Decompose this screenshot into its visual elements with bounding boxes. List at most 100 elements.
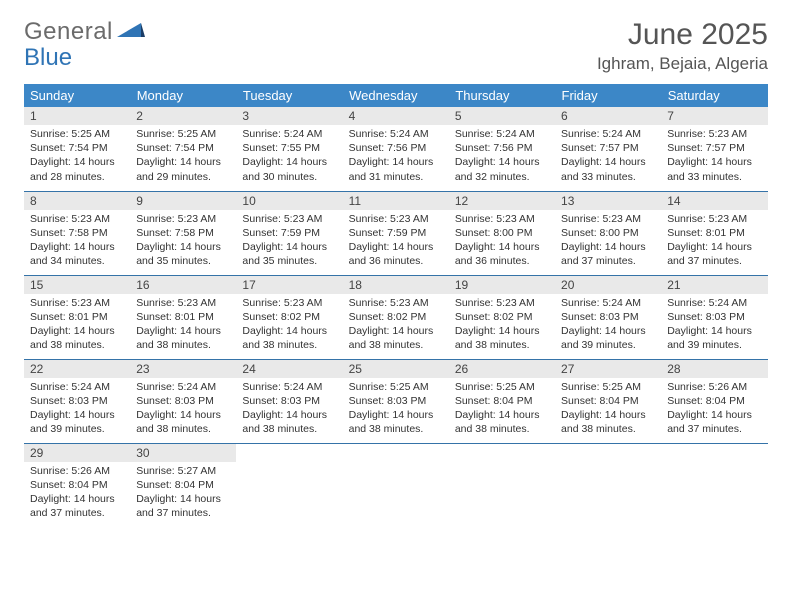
calendar-cell (449, 443, 555, 527)
header: General June 2025 Ighram, Bejaia, Algeri… (24, 18, 768, 74)
day-details: Sunrise: 5:24 AMSunset: 7:57 PMDaylight:… (555, 125, 661, 188)
day-details: Sunrise: 5:23 AMSunset: 8:01 PMDaylight:… (130, 294, 236, 357)
day-number: 30 (130, 444, 236, 462)
day-details: Sunrise: 5:23 AMSunset: 8:00 PMDaylight:… (449, 210, 555, 273)
day-number: 28 (661, 360, 767, 378)
day-number: 16 (130, 276, 236, 294)
calendar-cell: 17Sunrise: 5:23 AMSunset: 8:02 PMDayligh… (236, 275, 342, 359)
day-number: 10 (236, 192, 342, 210)
weekday-header: Tuesday (236, 84, 342, 107)
day-number: 14 (661, 192, 767, 210)
day-details: Sunrise: 5:25 AMSunset: 7:54 PMDaylight:… (130, 125, 236, 188)
calendar-cell: 1Sunrise: 5:25 AMSunset: 7:54 PMDaylight… (24, 107, 130, 191)
calendar-cell: 12Sunrise: 5:23 AMSunset: 8:00 PMDayligh… (449, 191, 555, 275)
day-details: Sunrise: 5:23 AMSunset: 7:59 PMDaylight:… (343, 210, 449, 273)
calendar-cell: 26Sunrise: 5:25 AMSunset: 8:04 PMDayligh… (449, 359, 555, 443)
calendar-cell: 28Sunrise: 5:26 AMSunset: 8:04 PMDayligh… (661, 359, 767, 443)
day-details: Sunrise: 5:24 AMSunset: 7:56 PMDaylight:… (343, 125, 449, 188)
calendar-cell: 14Sunrise: 5:23 AMSunset: 8:01 PMDayligh… (661, 191, 767, 275)
calendar-cell: 27Sunrise: 5:25 AMSunset: 8:04 PMDayligh… (555, 359, 661, 443)
day-number: 12 (449, 192, 555, 210)
day-details: Sunrise: 5:24 AMSunset: 8:03 PMDaylight:… (130, 378, 236, 441)
day-details: Sunrise: 5:23 AMSunset: 8:02 PMDaylight:… (236, 294, 342, 357)
calendar-cell: 6Sunrise: 5:24 AMSunset: 7:57 PMDaylight… (555, 107, 661, 191)
calendar-row: 15Sunrise: 5:23 AMSunset: 8:01 PMDayligh… (24, 275, 768, 359)
day-details: Sunrise: 5:23 AMSunset: 7:58 PMDaylight:… (24, 210, 130, 273)
day-details: Sunrise: 5:24 AMSunset: 8:03 PMDaylight:… (661, 294, 767, 357)
day-number: 13 (555, 192, 661, 210)
day-details: Sunrise: 5:23 AMSunset: 8:01 PMDaylight:… (24, 294, 130, 357)
header-right: June 2025 Ighram, Bejaia, Algeria (597, 18, 768, 74)
day-details: Sunrise: 5:23 AMSunset: 7:59 PMDaylight:… (236, 210, 342, 273)
weekday-header: Wednesday (343, 84, 449, 107)
day-number: 1 (24, 107, 130, 125)
day-number: 22 (24, 360, 130, 378)
calendar-cell: 21Sunrise: 5:24 AMSunset: 8:03 PMDayligh… (661, 275, 767, 359)
day-details: Sunrise: 5:25 AMSunset: 8:04 PMDaylight:… (449, 378, 555, 441)
day-number: 29 (24, 444, 130, 462)
calendar-cell: 30Sunrise: 5:27 AMSunset: 8:04 PMDayligh… (130, 443, 236, 527)
day-number: 26 (449, 360, 555, 378)
calendar-row: 8Sunrise: 5:23 AMSunset: 7:58 PMDaylight… (24, 191, 768, 275)
day-number: 7 (661, 107, 767, 125)
calendar-cell: 2Sunrise: 5:25 AMSunset: 7:54 PMDaylight… (130, 107, 236, 191)
calendar-cell: 19Sunrise: 5:23 AMSunset: 8:02 PMDayligh… (449, 275, 555, 359)
day-number: 27 (555, 360, 661, 378)
day-number: 4 (343, 107, 449, 125)
calendar-cell: 4Sunrise: 5:24 AMSunset: 7:56 PMDaylight… (343, 107, 449, 191)
calendar-row: 1Sunrise: 5:25 AMSunset: 7:54 PMDaylight… (24, 107, 768, 191)
day-details: Sunrise: 5:24 AMSunset: 8:03 PMDaylight:… (236, 378, 342, 441)
calendar-cell: 23Sunrise: 5:24 AMSunset: 8:03 PMDayligh… (130, 359, 236, 443)
day-details: Sunrise: 5:27 AMSunset: 8:04 PMDaylight:… (130, 462, 236, 525)
calendar-table: Sunday Monday Tuesday Wednesday Thursday… (24, 84, 768, 527)
day-number: 19 (449, 276, 555, 294)
calendar-cell: 25Sunrise: 5:25 AMSunset: 8:03 PMDayligh… (343, 359, 449, 443)
day-number: 11 (343, 192, 449, 210)
weekday-header: Monday (130, 84, 236, 107)
calendar-cell: 18Sunrise: 5:23 AMSunset: 8:02 PMDayligh… (343, 275, 449, 359)
weekday-header-row: Sunday Monday Tuesday Wednesday Thursday… (24, 84, 768, 107)
calendar-row: 22Sunrise: 5:24 AMSunset: 8:03 PMDayligh… (24, 359, 768, 443)
calendar-cell: 5Sunrise: 5:24 AMSunset: 7:56 PMDaylight… (449, 107, 555, 191)
calendar-body: 1Sunrise: 5:25 AMSunset: 7:54 PMDaylight… (24, 107, 768, 527)
calendar-cell (661, 443, 767, 527)
day-details: Sunrise: 5:25 AMSunset: 8:03 PMDaylight:… (343, 378, 449, 441)
calendar-cell (343, 443, 449, 527)
day-number: 18 (343, 276, 449, 294)
logo-text-general: General (24, 18, 113, 46)
day-details: Sunrise: 5:23 AMSunset: 8:00 PMDaylight:… (555, 210, 661, 273)
calendar-cell: 3Sunrise: 5:24 AMSunset: 7:55 PMDaylight… (236, 107, 342, 191)
calendar-cell: 9Sunrise: 5:23 AMSunset: 7:58 PMDaylight… (130, 191, 236, 275)
calendar-cell: 7Sunrise: 5:23 AMSunset: 7:57 PMDaylight… (661, 107, 767, 191)
day-details: Sunrise: 5:24 AMSunset: 8:03 PMDaylight:… (24, 378, 130, 441)
calendar-cell: 13Sunrise: 5:23 AMSunset: 8:00 PMDayligh… (555, 191, 661, 275)
month-title: June 2025 (597, 18, 768, 52)
day-number: 17 (236, 276, 342, 294)
location-text: Ighram, Bejaia, Algeria (597, 54, 768, 74)
day-details: Sunrise: 5:24 AMSunset: 7:55 PMDaylight:… (236, 125, 342, 188)
day-details: Sunrise: 5:26 AMSunset: 8:04 PMDaylight:… (661, 378, 767, 441)
day-details: Sunrise: 5:26 AMSunset: 8:04 PMDaylight:… (24, 462, 130, 525)
day-number: 6 (555, 107, 661, 125)
day-number: 23 (130, 360, 236, 378)
calendar-cell: 24Sunrise: 5:24 AMSunset: 8:03 PMDayligh… (236, 359, 342, 443)
weekday-header: Saturday (661, 84, 767, 107)
logo: General (24, 18, 147, 46)
weekday-header: Friday (555, 84, 661, 107)
day-number: 3 (236, 107, 342, 125)
day-number: 20 (555, 276, 661, 294)
calendar-row: 29Sunrise: 5:26 AMSunset: 8:04 PMDayligh… (24, 443, 768, 527)
day-number: 5 (449, 107, 555, 125)
day-details: Sunrise: 5:24 AMSunset: 7:56 PMDaylight:… (449, 125, 555, 188)
day-details: Sunrise: 5:25 AMSunset: 7:54 PMDaylight:… (24, 125, 130, 188)
day-number: 2 (130, 107, 236, 125)
day-details: Sunrise: 5:23 AMSunset: 7:58 PMDaylight:… (130, 210, 236, 273)
weekday-header: Sunday (24, 84, 130, 107)
day-details: Sunrise: 5:24 AMSunset: 8:03 PMDaylight:… (555, 294, 661, 357)
calendar-cell: 11Sunrise: 5:23 AMSunset: 7:59 PMDayligh… (343, 191, 449, 275)
logo-triangle-icon (117, 18, 145, 46)
day-number: 21 (661, 276, 767, 294)
day-details: Sunrise: 5:23 AMSunset: 7:57 PMDaylight:… (661, 125, 767, 188)
day-number: 15 (24, 276, 130, 294)
day-details: Sunrise: 5:23 AMSunset: 8:02 PMDaylight:… (343, 294, 449, 357)
